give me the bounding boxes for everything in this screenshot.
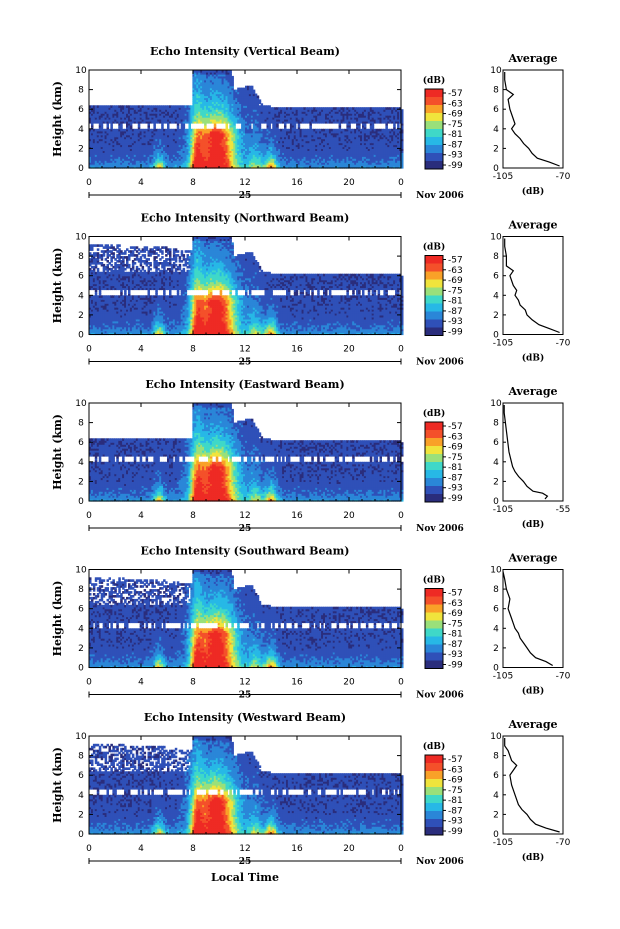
chart-title: Echo Intensity (Vertical Beam) bbox=[150, 45, 340, 58]
figure: Echo Intensity (Vertical Beam)02468100 4 8… bbox=[0, 0, 620, 929]
heatmap bbox=[89, 70, 404, 169]
